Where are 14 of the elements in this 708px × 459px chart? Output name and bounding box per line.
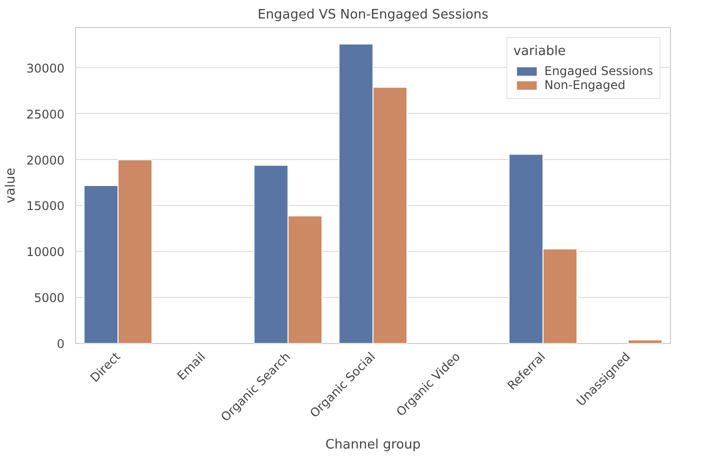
y-tick-label: 20000 xyxy=(26,153,65,168)
x-axis-title: Channel group xyxy=(325,437,421,452)
chart-title: Engaged VS Non-Engaged Sessions xyxy=(258,8,489,22)
legend-label: Non-Engaged xyxy=(544,78,626,92)
legend-label: Engaged Sessions xyxy=(544,64,653,78)
legend-title: variable xyxy=(513,44,567,59)
y-tick-label: 0 xyxy=(56,337,65,351)
y-tick-label: 30000 xyxy=(26,61,65,76)
y-tick-label: 10000 xyxy=(26,245,65,260)
y-axis-title: value xyxy=(3,168,18,204)
y-tick-label: 15000 xyxy=(26,199,65,214)
y-tick-label: 25000 xyxy=(26,107,65,122)
y-tick-label: 5000 xyxy=(34,291,65,306)
bar xyxy=(628,339,662,344)
